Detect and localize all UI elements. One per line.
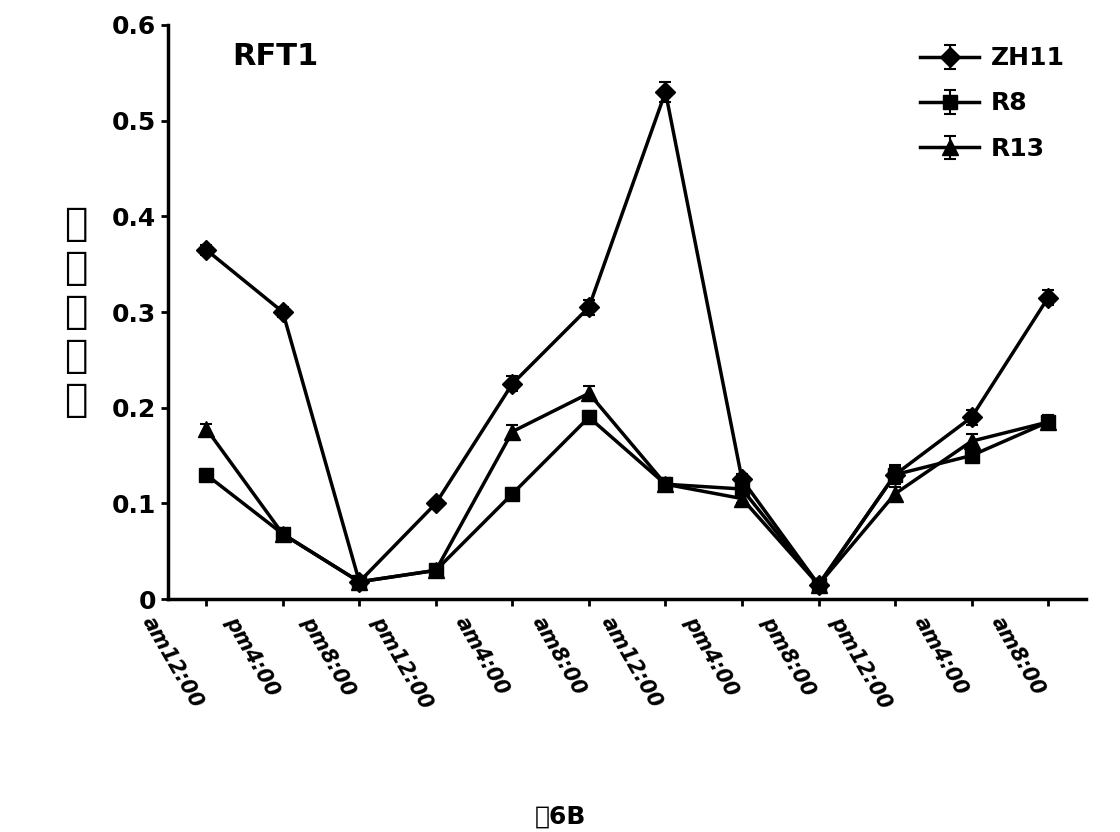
Text: 图6B: 图6B [534,805,586,829]
Text: RFT1: RFT1 [232,42,318,72]
Legend: ZH11, R8, R13: ZH11, R8, R13 [911,37,1074,171]
Text: 相
对
表
达
量: 相 对 表 达 量 [65,205,87,419]
